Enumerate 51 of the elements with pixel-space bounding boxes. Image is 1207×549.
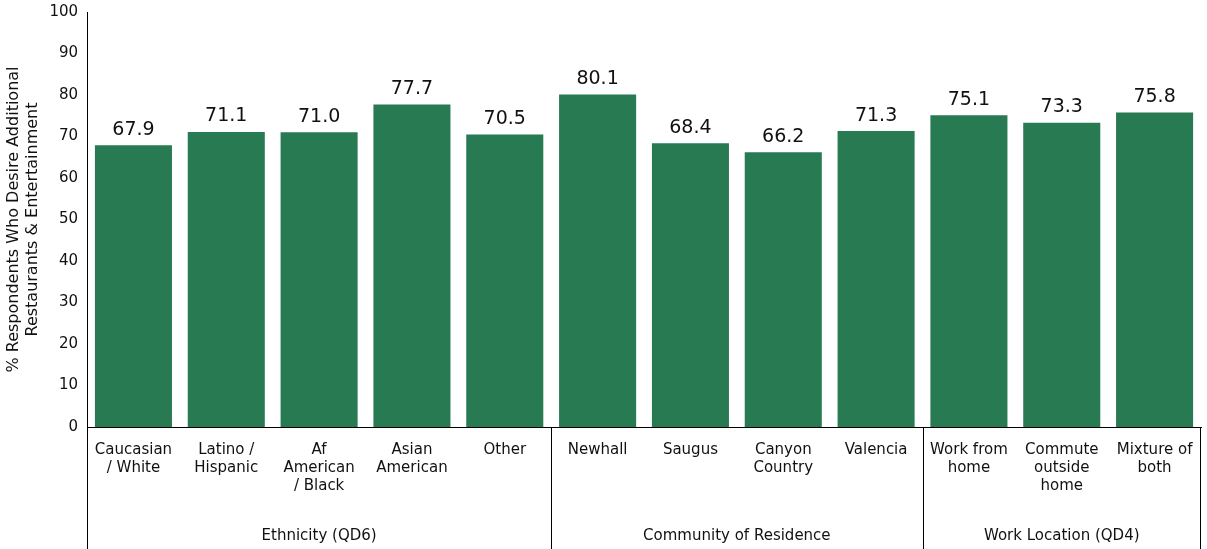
y-tick-label: 30 [58,292,79,311]
data-label: 77.7 [390,75,434,98]
y-tick-label: 40 [58,250,79,269]
x-tick-label: Caucasian / White [94,439,173,476]
x-tick-label: Latino / Hispanic [194,439,259,476]
data-label: 71.3 [854,102,898,125]
bar [837,131,915,427]
data-label: 70.5 [483,105,526,128]
y-tick-label: 10 [58,375,79,394]
x-tick-label: Work from home [930,439,1008,476]
bar [373,104,451,427]
bar [1116,112,1194,427]
bar [651,143,729,427]
bar [94,145,172,427]
bar [744,152,822,427]
y-tick-label: 20 [58,333,79,352]
bar [930,115,1008,427]
bar [280,132,358,427]
y-tick-label: 70 [58,126,79,145]
text: Ethnicity (QD6) [261,525,377,544]
bar [187,131,265,427]
y-tick-label: 90 [58,43,79,62]
x-tick-label: Other [483,439,527,458]
y-tick-label: 80 [58,84,79,103]
bar [1023,122,1101,427]
x-tick-label: Commute outside home [1025,439,1099,494]
text: Work Location (QD4) [983,525,1140,544]
bar [466,134,544,427]
data-label: 73.3 [1040,94,1083,117]
data-label: 71.1 [205,103,248,126]
x-tick-label: Saugus [662,439,719,458]
x-tick-label: Newhall [567,439,628,458]
y-tick-label: 50 [58,209,79,228]
y-tick-label: 60 [58,167,79,186]
x-tick-label: Valencia [844,439,908,458]
data-label: 67.9 [112,116,155,139]
text: Community of Residence [643,525,831,544]
y-tick-label: 100 [49,1,79,20]
x-tick-label: Asian American [376,439,448,476]
data-label: 66.2 [762,123,805,146]
data-label: 75.8 [1133,83,1176,106]
data-label: 68.4 [669,114,712,137]
x-tick-label: Mixture of both [1116,439,1194,476]
y-tick-label: 0 [68,416,79,435]
y-axis-title: % Respondents Who Desire Additional Restaurants & Entertainment [2,66,41,373]
x-tick-label: Canyon Country [753,439,814,476]
x-tick-label: Af American / Black [283,439,355,494]
bar [559,94,637,427]
data-label: 80.1 [576,66,619,89]
data-label: 75.1 [947,86,991,109]
data-label: 71.0 [297,103,341,126]
